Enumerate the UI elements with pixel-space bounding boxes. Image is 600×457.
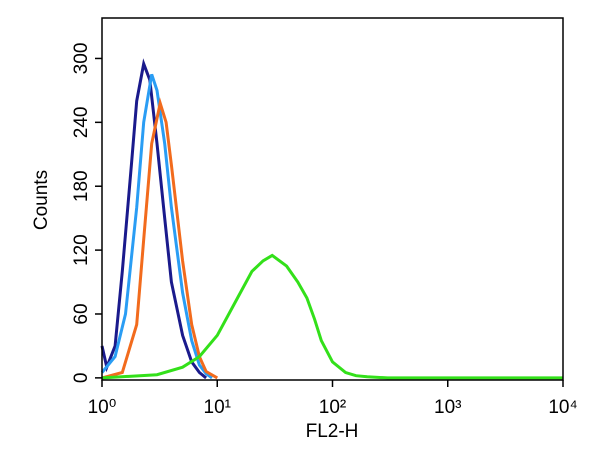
x-axis-label: FL2-H xyxy=(306,421,359,442)
x-tick-label: 10⁴ xyxy=(548,397,577,418)
x-tick-label: 10¹ xyxy=(204,397,231,418)
histogram-line xyxy=(101,253,563,380)
y-tick-label: 120 xyxy=(71,234,92,266)
histogram-line xyxy=(100,73,213,380)
y-tick-label: 240 xyxy=(71,106,92,138)
x-tick-label: 10³ xyxy=(434,397,461,418)
y-axis-label: Counts xyxy=(31,170,52,230)
y-tick-label: 0 xyxy=(71,373,92,384)
plot-frame xyxy=(101,17,564,381)
y-tick-label: 300 xyxy=(71,43,92,75)
y-tick-label: 60 xyxy=(71,303,92,324)
x-tick-label: 10⁰ xyxy=(88,397,117,418)
y-tick-label: 180 xyxy=(71,170,92,202)
x-tick-label: 10² xyxy=(319,397,346,418)
